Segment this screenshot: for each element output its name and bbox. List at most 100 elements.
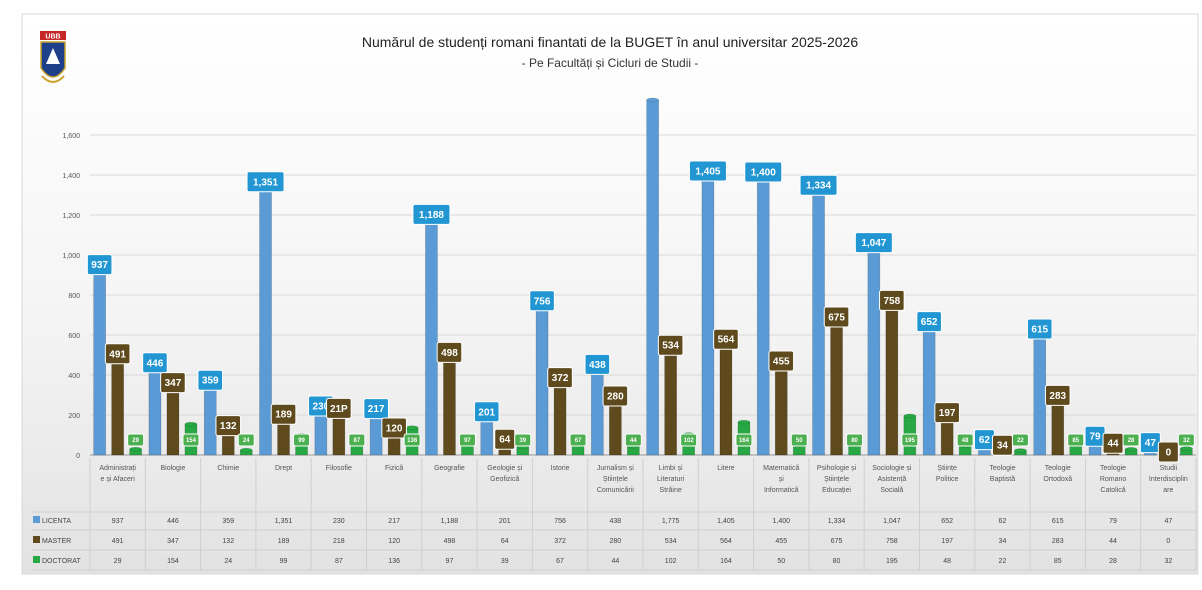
- category-label: Educației: [822, 487, 851, 494]
- data-label: 102: [684, 438, 695, 444]
- table-cell: 44: [611, 558, 619, 565]
- table-cell: 756: [554, 518, 566, 525]
- data-label: 136: [407, 438, 418, 444]
- data-label-box: [127, 433, 145, 447]
- data-label-box: [879, 289, 905, 311]
- table-cell: 29: [114, 558, 122, 565]
- y-tick-label: 1,000: [62, 253, 80, 260]
- data-label: 39: [519, 438, 526, 444]
- table-cell: 120: [388, 538, 400, 545]
- category-label: Istorie: [551, 465, 570, 472]
- data-label-box: [901, 433, 919, 447]
- data-label-box: [1026, 318, 1053, 340]
- data-label-box: [86, 254, 113, 276]
- data-label: 47: [1145, 438, 1157, 449]
- category-label: Biologie: [160, 465, 185, 472]
- category-label: Psihologie și: [817, 465, 857, 472]
- data-label-box: [246, 171, 285, 193]
- bar-master: [719, 341, 733, 456]
- table-cell: 0: [1166, 538, 1170, 545]
- bar-cap: [405, 425, 419, 431]
- data-label: 197: [939, 408, 956, 419]
- y-tick-label: 1,400: [62, 173, 80, 180]
- data-label-box: [529, 290, 555, 312]
- table-cell: 615: [1052, 518, 1064, 525]
- category-label: Litere: [717, 465, 735, 472]
- category-label: Informatică: [764, 487, 799, 494]
- bar-licenta: [756, 174, 770, 456]
- category-label: Geologie și: [487, 465, 522, 472]
- data-label-box: [1011, 433, 1029, 447]
- data-label: 132: [220, 421, 237, 432]
- table-cell: 32: [1164, 558, 1172, 565]
- table-cell: 1,047: [883, 518, 901, 525]
- legend-key-licenta: [33, 516, 40, 523]
- bar-cap: [646, 97, 659, 103]
- data-label: 347: [165, 378, 182, 389]
- y-tick-label: 0: [76, 453, 80, 460]
- data-label: 359: [202, 376, 219, 387]
- data-label: 28: [1128, 438, 1135, 444]
- data-label: 32: [1183, 438, 1190, 444]
- table-cell: 189: [278, 538, 290, 545]
- data-label: 564: [718, 335, 735, 346]
- data-label-box: [657, 334, 684, 356]
- data-label: 937: [91, 260, 108, 271]
- bar-cap: [737, 419, 751, 425]
- logo-letters: UBB: [45, 34, 60, 41]
- bar-cap: [184, 421, 198, 427]
- category-label: Filosofie: [326, 465, 352, 472]
- table-cell: 28: [1109, 558, 1117, 565]
- table-cell: 498: [444, 538, 456, 545]
- table-cell: 197: [941, 538, 953, 545]
- y-tick-label: 600: [68, 333, 80, 340]
- data-label-box: [547, 367, 573, 389]
- bar-licenta: [922, 324, 936, 456]
- legend-key-doctorat: [33, 556, 40, 563]
- data-label-box: [602, 385, 629, 407]
- data-label-box: [854, 232, 893, 254]
- table-cell: 359: [222, 518, 234, 525]
- data-label: 120: [386, 424, 403, 435]
- category-label: Baptistă: [990, 476, 1015, 483]
- data-label-box: [790, 433, 808, 447]
- category-label: Fizică: [385, 465, 403, 472]
- data-label-box: [293, 433, 311, 447]
- table-cell: 217: [388, 518, 400, 525]
- category-label: Străine: [660, 487, 682, 494]
- bar-cap: [129, 446, 142, 452]
- data-label: 24: [243, 438, 250, 444]
- y-tick-label: 800: [68, 293, 80, 300]
- table-cell: 44: [1109, 538, 1117, 545]
- category-label: Științele: [603, 476, 628, 483]
- bar-master: [664, 347, 677, 456]
- category-label: e și Afaceri: [101, 476, 136, 483]
- bar-licenta: [425, 217, 438, 456]
- table-cell: 1,400: [772, 518, 790, 525]
- data-label-box: [412, 203, 451, 225]
- data-label: 675: [828, 313, 845, 324]
- university-logo: UBB: [40, 31, 66, 83]
- data-label: 34: [997, 441, 1009, 452]
- data-label-box: [680, 433, 698, 447]
- category-label: Studii: [1160, 465, 1178, 472]
- data-label: 64: [499, 435, 511, 446]
- bar-licenta: [259, 184, 272, 456]
- table-cell: 937: [112, 518, 124, 525]
- bar-licenta: [867, 245, 881, 456]
- data-label-box: [514, 433, 532, 447]
- table-cell: 564: [720, 538, 732, 545]
- table-cell: 132: [222, 538, 234, 545]
- bar-licenta: [148, 365, 162, 456]
- table-cell: 97: [446, 558, 454, 565]
- table-cell: 47: [1164, 518, 1172, 525]
- data-label: 372: [552, 373, 569, 384]
- table-cell: 280: [610, 538, 622, 545]
- bar-cap: [1014, 448, 1027, 453]
- legend-label: LICENTA: [42, 518, 71, 525]
- bar-cap: [1124, 447, 1138, 452]
- bar-licenta: [1033, 331, 1047, 456]
- data-label: 154: [186, 438, 197, 444]
- data-label-box: [735, 433, 753, 447]
- data-label: 498: [441, 348, 458, 359]
